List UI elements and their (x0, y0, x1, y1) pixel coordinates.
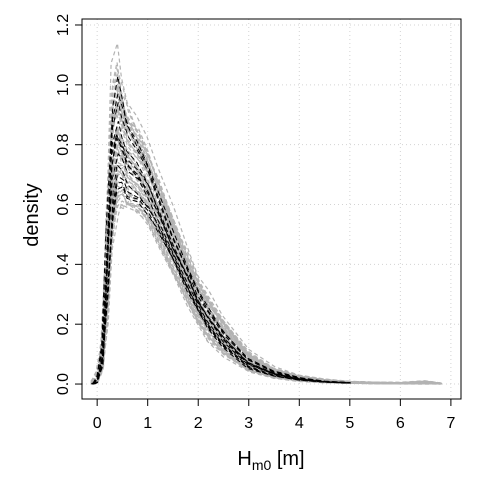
highlight-series-line (91, 153, 350, 385)
x-tick-label: 5 (345, 415, 354, 432)
ensemble-series-line (92, 102, 442, 384)
ensemble-series-line (91, 81, 440, 384)
x-tick-label: 4 (295, 415, 304, 432)
y-tick-label: 0.2 (55, 313, 72, 335)
ensemble-series-line (90, 127, 441, 385)
y-tick-label: 0.6 (55, 193, 72, 215)
x-axis-label-suffix: [m] (271, 448, 304, 470)
highlight-series-line (91, 137, 351, 385)
plot-frame (81, 18, 462, 400)
y-tick-label: 1.0 (55, 74, 72, 96)
ensemble-series-line (90, 43, 441, 384)
ensemble-series-line (90, 72, 443, 384)
ensemble-series-line (91, 74, 441, 384)
ensemble-series-line (92, 174, 443, 385)
ensemble-series-line (90, 183, 441, 385)
ensemble-series-group (90, 43, 443, 385)
ensemble-series-line (91, 66, 441, 384)
ensemble-series-line (91, 194, 440, 385)
y-axis: 0.0 0.2 0.4 0.6 0.8 1.0 1.2 (55, 14, 82, 395)
highlight-series-line (91, 133, 351, 385)
ensemble-series-line (90, 170, 442, 385)
ensemble-series-line (91, 158, 440, 385)
x-axis: 0 1 2 3 4 5 6 7 (93, 399, 455, 432)
x-axis-label-main: H (237, 448, 251, 470)
ensemble-series-line (90, 62, 440, 384)
x-tick-label: 6 (396, 415, 405, 432)
ensemble-series-line (92, 194, 441, 385)
x-tick-label: 2 (194, 415, 203, 432)
y-tick-label: 0.4 (55, 253, 72, 275)
ensemble-series-line (91, 161, 442, 385)
x-tick-label: 1 (143, 415, 152, 432)
highlight-series-line (92, 91, 351, 385)
ensemble-series-line (91, 202, 440, 385)
y-tick-label: 0.8 (55, 133, 72, 155)
x-axis-label: Hm0 [m] (237, 448, 304, 473)
ensemble-series-line (91, 200, 440, 385)
ensemble-series-line (92, 193, 442, 385)
ensemble-series-line (92, 124, 442, 384)
ensemble-series-line (92, 192, 441, 385)
y-tick-label: 0.0 (55, 373, 72, 395)
highlight-series-line (92, 186, 350, 385)
grid (82, 19, 461, 399)
ensemble-series-line (92, 203, 442, 385)
ensemble-series-line (91, 104, 442, 384)
ensemble-series-line (91, 84, 441, 384)
highlight-series-group (91, 76, 352, 385)
x-tick-label: 3 (244, 415, 253, 432)
highlight-series-line (92, 121, 350, 385)
x-axis-label-subscript: m0 (252, 457, 272, 473)
x-tick-label: 7 (446, 415, 455, 432)
highlight-series-line (92, 76, 351, 385)
ensemble-series-line (92, 90, 441, 384)
ensemble-series-line (92, 85, 442, 384)
ensemble-series-line (91, 199, 441, 385)
y-axis-label: density (21, 183, 43, 246)
y-tick-label: 1.2 (55, 14, 72, 36)
ensemble-series-line (91, 93, 441, 384)
highlight-series-line (91, 181, 350, 385)
ensemble-series-line (91, 103, 441, 384)
ensemble-series-line (91, 128, 441, 385)
ensemble-series-line (90, 191, 441, 385)
x-tick-label: 0 (93, 415, 102, 432)
